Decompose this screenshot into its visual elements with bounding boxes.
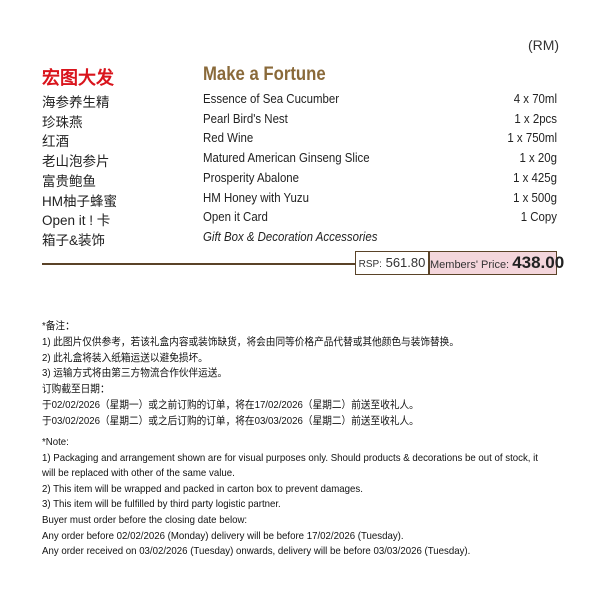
item-name-zh: HM柚子蜂蜜 — [42, 193, 117, 209]
member-box: Members' Price: 438.00 — [429, 251, 564, 275]
item-qty: 1 x 20g — [519, 150, 557, 166]
item-name-zh: 红酒 — [42, 134, 69, 150]
note-en: 2) This item will be wrapped and packed … — [42, 482, 363, 495]
item-name-en: Red Wine — [203, 130, 254, 146]
member-label: Members' Price: — [430, 259, 510, 271]
rsp-label: RSP: — [358, 259, 382, 270]
item-name-zh: Open it ! 卡 — [42, 213, 111, 229]
note-en: 1) Packaging and arrangement shown are f… — [42, 451, 538, 464]
item-name-en: Pearl Bird's Nest — [203, 110, 288, 126]
item-name-en: HM Honey with Yuzu — [203, 189, 309, 205]
item-name-en: Open it Card — [203, 209, 268, 225]
item-name-en: Matured American Ginseng Slice — [203, 150, 370, 166]
note-en: Any order before 02/02/2026 (Monday) del… — [42, 529, 404, 542]
note-zh: *备注： — [42, 320, 75, 332]
note-zh: 3) 运输方式将由第三方物流合作伙伴运送。 — [42, 367, 228, 380]
note-en: Any order received on 03/02/2026 (Tuesda… — [42, 545, 471, 558]
divider — [42, 263, 355, 265]
note-en: 3) This item will be fulfilled by third … — [42, 498, 281, 511]
item-name-en: Essence of Sea Cucumber — [203, 91, 340, 106]
item-qty: 1 x 750ml — [507, 130, 557, 146]
title-zh: 宏图大发 — [42, 68, 114, 88]
note-zh: 订购截至日期： — [42, 383, 110, 396]
item-name-zh: 富贵鲍鱼 — [42, 173, 96, 189]
note-en: Buyer must order before the closing date… — [42, 514, 248, 526]
note-zh: 于03/02/2026（星期二）或之后订购的订单，将在03/03/2026（星期… — [42, 414, 419, 427]
note-en: will be replaced with other of the same … — [42, 467, 235, 480]
item-name-zh: 箱子&装饰 — [42, 232, 106, 248]
item-name-zh: 珍珠燕 — [42, 114, 83, 130]
item-name-zh: 老山泡参片 — [42, 154, 110, 170]
note-zh: 于02/02/2026（星期一）或之前订购的订单，将在17/02/2026（星期… — [42, 399, 419, 411]
note-zh: 1) 此图片仅供参考，若该礼盒内容或装饰缺货，将会由同等价格产品代替或其他颜色与… — [42, 335, 460, 348]
note-en: *Note: — [42, 436, 69, 448]
rsp-value: 561.80 — [385, 255, 426, 270]
currency: (RM) — [528, 37, 560, 53]
rsp-box: RSP: 561.80 — [355, 251, 429, 275]
item-name-zh: 海参养生精 — [42, 95, 110, 110]
item-qty: 1 Copy — [520, 209, 557, 225]
note-zh: 2) 此礼盒将装入纸箱运送以避免损坏。 — [42, 351, 208, 364]
item-qty: 1 x 2pcs — [514, 110, 557, 126]
item-qty: 4 x 70ml — [513, 91, 557, 106]
item-qty: 1 x 425g — [513, 169, 557, 185]
title-en: Make a Fortune — [203, 64, 326, 85]
item-name-en: Prosperity Abalone — [203, 169, 300, 185]
item-qty: 1 x 500g — [513, 189, 557, 205]
member-value: 438.00 — [512, 253, 565, 272]
item-name-en: Gift Box & Decoration Accessories — [203, 228, 378, 244]
